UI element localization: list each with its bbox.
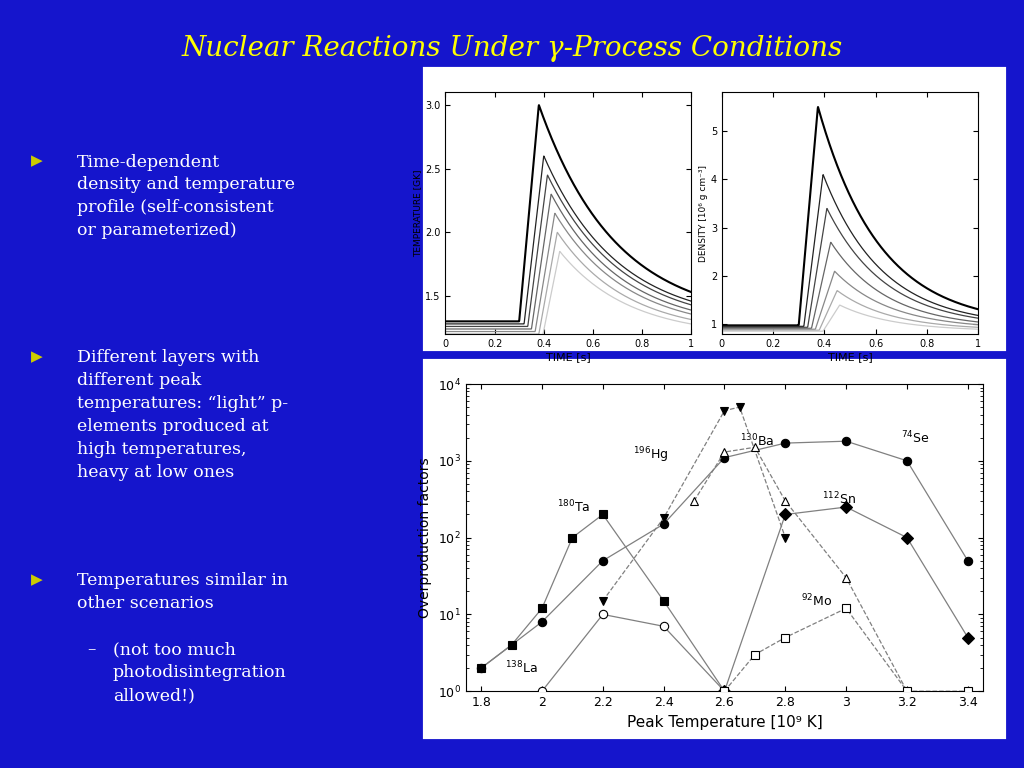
X-axis label: TIME [s]: TIME [s]	[546, 352, 591, 362]
Text: (not too much
photodisintegration
allowed!): (not too much photodisintegration allowe…	[113, 641, 287, 704]
Y-axis label: TEMPERATURE [GK]: TEMPERATURE [GK]	[414, 170, 422, 257]
Text: $^{112}$Sn: $^{112}$Sn	[822, 491, 856, 507]
Text: $^{74}$Se: $^{74}$Se	[901, 429, 930, 446]
X-axis label: TIME [s]: TIME [s]	[827, 352, 872, 362]
Text: $^{196}$Hg: $^{196}$Hg	[633, 445, 669, 465]
Text: $^{138}$La: $^{138}$La	[506, 660, 539, 677]
Text: ▶: ▶	[31, 154, 42, 169]
Text: ▶: ▶	[31, 572, 42, 588]
Text: Nuclear Reactions Under γ-Process Conditions: Nuclear Reactions Under γ-Process Condit…	[181, 35, 843, 61]
Text: $^{180}$Ta: $^{180}$Ta	[557, 498, 591, 515]
X-axis label: Peak Temperature [10⁹ K]: Peak Temperature [10⁹ K]	[627, 714, 822, 730]
Text: ▶: ▶	[31, 349, 42, 365]
Text: $^{130}$Ba: $^{130}$Ba	[739, 433, 774, 449]
Text: –: –	[87, 641, 95, 658]
Y-axis label: DENSITY [10⁶ g cm⁻³]: DENSITY [10⁶ g cm⁻³]	[699, 164, 708, 262]
Text: $^{92}$Mo: $^{92}$Mo	[801, 593, 831, 609]
Text: Temperatures similar in
other scenarios: Temperatures similar in other scenarios	[77, 572, 288, 612]
Text: Different layers with
different peak
temperatures: “light” p-
elements produced : Different layers with different peak tem…	[77, 349, 288, 481]
Text: Time-dependent
density and temperature
profile (self-consistent
or parameterized: Time-dependent density and temperature p…	[77, 154, 295, 239]
Y-axis label: Overproduction factors: Overproduction factors	[419, 457, 432, 618]
